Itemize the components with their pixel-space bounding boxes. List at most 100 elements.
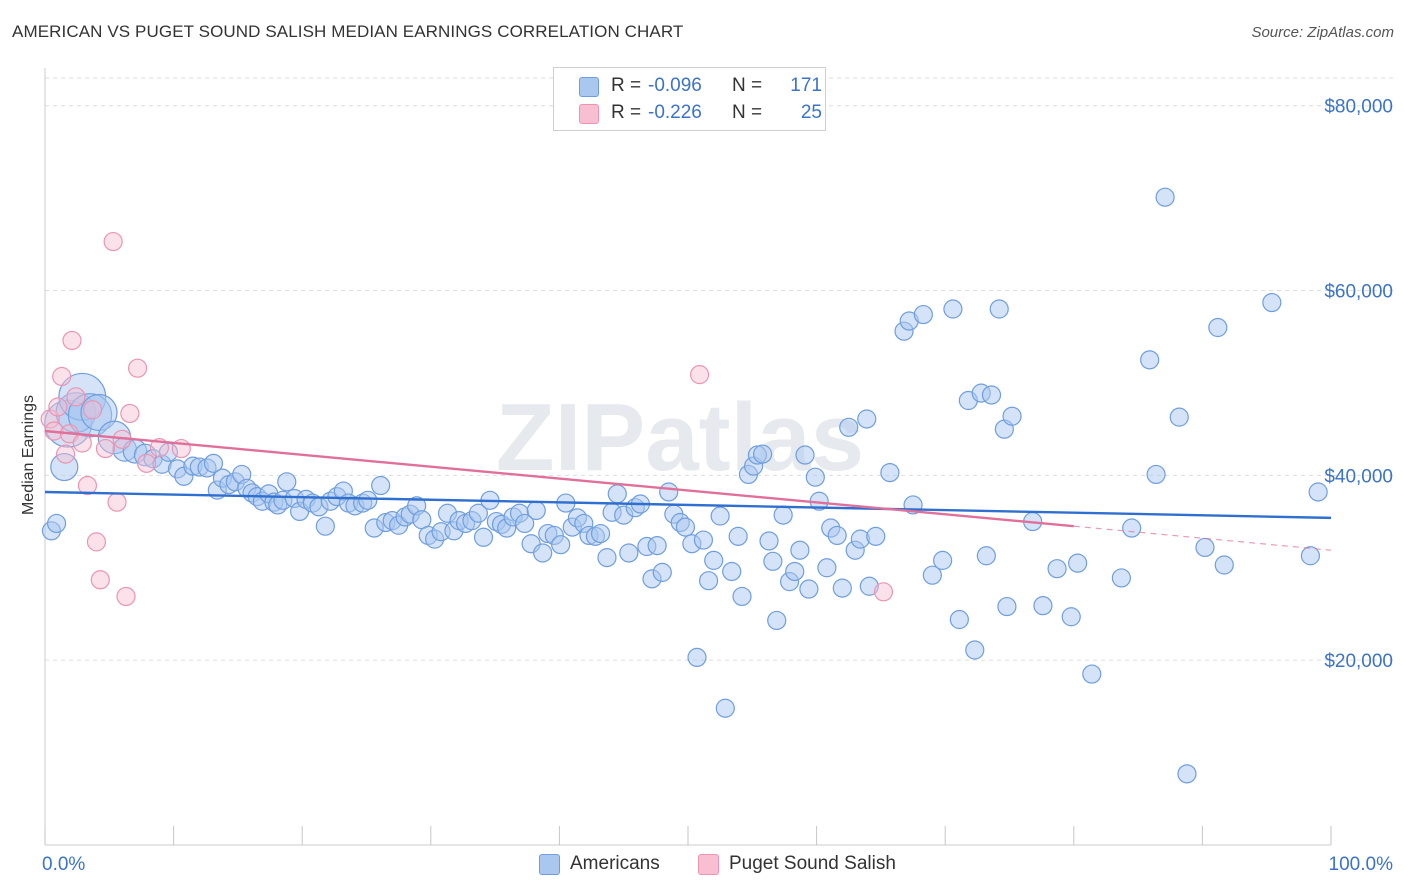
americans-point bbox=[590, 523, 611, 544]
americans-swatch bbox=[539, 854, 560, 875]
americans-point bbox=[913, 304, 933, 325]
y-axis-label: Median Earnings bbox=[20, 395, 37, 515]
salish-point bbox=[77, 475, 98, 496]
americans-point bbox=[1262, 292, 1282, 313]
r-value: -0.096 bbox=[648, 75, 702, 96]
americans-point bbox=[857, 409, 877, 429]
salish-point bbox=[48, 397, 68, 417]
n-value: 171 bbox=[790, 75, 822, 96]
americans-point bbox=[710, 506, 730, 526]
salish-point bbox=[116, 586, 136, 607]
americans-point bbox=[687, 647, 707, 668]
americans-point bbox=[675, 517, 696, 537]
americans-point bbox=[1308, 482, 1328, 502]
salish-point bbox=[72, 433, 92, 453]
americans-point bbox=[1122, 518, 1142, 538]
chart-source: Source: ZipAtlas.com bbox=[1251, 24, 1394, 41]
americans-point bbox=[839, 417, 859, 437]
americans-point bbox=[526, 500, 546, 521]
americans-point bbox=[949, 609, 969, 630]
salish-point bbox=[136, 453, 157, 473]
salish-point bbox=[62, 330, 82, 351]
x-tick-label: 0.0% bbox=[42, 854, 85, 875]
trend-lines bbox=[44, 429, 1332, 551]
americans-point bbox=[50, 452, 79, 482]
americans-point bbox=[371, 475, 391, 496]
americans-point bbox=[715, 698, 735, 718]
legend-row-americans: R = -0.096 N = 171 bbox=[554, 74, 824, 100]
americans-point bbox=[773, 505, 793, 525]
salish-swatch bbox=[698, 854, 719, 875]
n-label: N = bbox=[732, 102, 763, 123]
americans-point bbox=[647, 535, 667, 556]
americans-trend-line bbox=[44, 490, 1332, 520]
americans-point bbox=[989, 299, 1009, 319]
americans-point bbox=[551, 535, 571, 555]
americans-point bbox=[805, 467, 825, 487]
salish-point bbox=[66, 387, 86, 407]
americans-point bbox=[752, 444, 773, 464]
americans-point bbox=[315, 516, 335, 536]
americans-point bbox=[1214, 555, 1234, 575]
y-tick-label: $60,000 bbox=[1324, 282, 1393, 303]
r-label: R = bbox=[611, 75, 642, 96]
correlation-legend: R = -0.096 N = 171 R = -0.226 N = 25 bbox=[553, 67, 826, 131]
americans-point bbox=[473, 527, 494, 547]
americans-point bbox=[1169, 407, 1189, 427]
salish-point bbox=[82, 400, 103, 420]
salish-point bbox=[107, 492, 127, 512]
americans-point bbox=[1068, 553, 1088, 573]
americans-point bbox=[981, 385, 1002, 405]
salish-swatch bbox=[579, 104, 599, 124]
salish-point bbox=[90, 570, 110, 590]
americans-point bbox=[659, 482, 679, 502]
n-value: 25 bbox=[800, 102, 822, 123]
americans-swatch bbox=[579, 77, 599, 97]
salish-point bbox=[120, 403, 140, 424]
legend-row-salish: R = -0.226 N = 25 bbox=[554, 101, 824, 127]
americans-point bbox=[1140, 350, 1160, 370]
salish-point bbox=[95, 438, 116, 459]
americans-point bbox=[1002, 406, 1022, 426]
americans-point bbox=[922, 565, 942, 585]
americans-point bbox=[827, 525, 847, 546]
watermark: ZIPatlas bbox=[496, 384, 864, 491]
americans-point bbox=[704, 550, 724, 570]
americans-point bbox=[1082, 664, 1102, 684]
americans-point bbox=[698, 571, 719, 591]
salish-point bbox=[55, 444, 76, 464]
americans-point bbox=[795, 445, 815, 465]
americans-point bbox=[597, 548, 617, 568]
americans-point bbox=[722, 561, 742, 582]
americans-point bbox=[468, 503, 488, 523]
salish-point bbox=[689, 365, 710, 385]
americans-point bbox=[277, 472, 297, 492]
americans-point bbox=[693, 530, 714, 550]
americans-point bbox=[203, 453, 224, 473]
grid-lines bbox=[45, 77, 1395, 661]
americans-point bbox=[790, 540, 810, 560]
americans-point bbox=[1061, 607, 1081, 627]
americans-point bbox=[46, 513, 67, 534]
americans-point bbox=[1208, 317, 1228, 338]
americans-point bbox=[817, 558, 837, 578]
salish-trend-line bbox=[44, 429, 1074, 528]
americans-points bbox=[41, 187, 1328, 784]
americans-point bbox=[619, 543, 639, 563]
americans-point bbox=[1111, 568, 1131, 588]
americans-point bbox=[1195, 537, 1215, 558]
axes bbox=[44, 68, 1332, 846]
americans-point bbox=[1155, 187, 1175, 207]
salish-point bbox=[86, 532, 107, 552]
salish-point bbox=[103, 231, 123, 252]
americans-point bbox=[515, 513, 535, 534]
y-tick-label: $20,000 bbox=[1324, 651, 1393, 672]
y-tick-label: $80,000 bbox=[1324, 97, 1393, 118]
salish-point bbox=[873, 582, 894, 602]
americans-point bbox=[933, 550, 953, 570]
americans-point bbox=[358, 490, 378, 510]
salish-point bbox=[127, 358, 148, 378]
americans-point bbox=[1047, 559, 1067, 579]
americans-point bbox=[732, 586, 752, 607]
